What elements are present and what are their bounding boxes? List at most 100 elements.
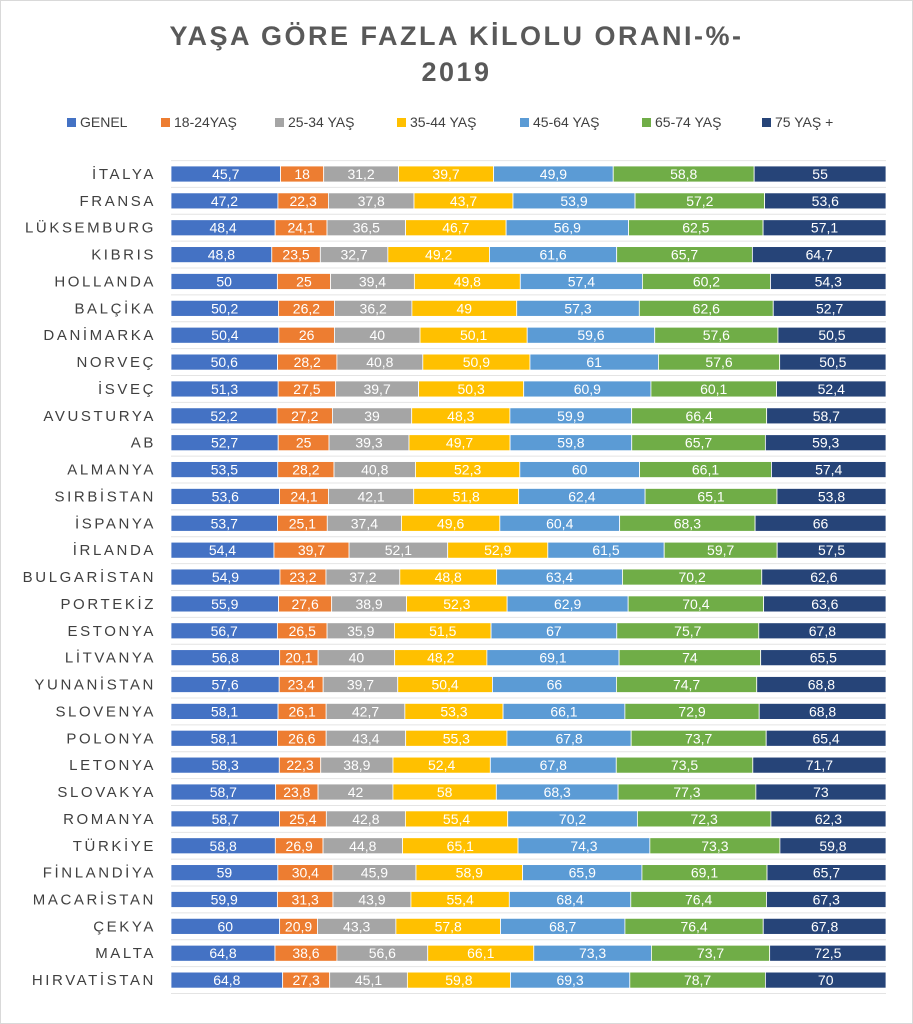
data-label: 57,6 [705, 354, 732, 370]
data-label: 40,8 [366, 354, 393, 370]
data-label: 57,3 [564, 300, 591, 316]
data-label: 65,1 [447, 838, 474, 854]
data-label: 53,6 [212, 488, 239, 504]
data-label: 58 [437, 784, 453, 800]
data-label: 72,9 [678, 703, 705, 719]
data-label: 25 [296, 273, 312, 289]
category-label: ALMANYA [67, 462, 156, 479]
legend-item-5: 65-74 YAŞ [642, 111, 721, 133]
data-label: 58,7 [210, 784, 237, 800]
data-label: 63,6 [811, 596, 838, 612]
data-label: 53,8 [818, 488, 845, 504]
data-label: 38,6 [292, 945, 319, 961]
data-label: 43,4 [352, 730, 379, 746]
data-label: 55,4 [443, 811, 470, 827]
category-label: KIBRIS [91, 247, 156, 264]
data-label: 23,4 [288, 677, 315, 693]
data-label: 59,3 [812, 435, 839, 451]
category-label: İRLANDA [73, 541, 156, 559]
data-label: 26 [299, 327, 315, 343]
category-label: AVUSTURYA [43, 408, 156, 425]
data-label: 43,7 [450, 193, 477, 209]
data-label: 60,1 [700, 381, 727, 397]
data-label: 49 [457, 300, 473, 316]
category-label: PORTEKİZ [60, 595, 156, 613]
data-label: 74,7 [673, 677, 700, 693]
data-label: 26,6 [288, 730, 315, 746]
legend-swatch [161, 117, 170, 127]
data-label: 65,7 [685, 435, 712, 451]
legend-swatch [397, 117, 406, 127]
bar-segment [753, 165, 887, 183]
data-label: 74,3 [570, 838, 597, 854]
data-label: 70,4 [682, 596, 709, 612]
data-label: 30,4 [292, 865, 319, 881]
data-label: 58,8 [210, 838, 237, 854]
data-label: 56,6 [369, 945, 396, 961]
bar-segment [756, 676, 887, 693]
data-label: 58,7 [813, 408, 840, 424]
legend-swatch [67, 117, 76, 127]
data-label: 50 [216, 273, 232, 289]
bar-segment [776, 488, 887, 505]
category-label: LİTVANYA [65, 649, 156, 667]
data-label: 66,1 [550, 703, 577, 719]
data-label: 68,8 [808, 677, 835, 693]
data-label: 47,2 [211, 193, 238, 209]
data-label: 39,3 [355, 435, 382, 451]
data-label: 73 [813, 784, 829, 800]
data-label: 50,3 [458, 381, 485, 397]
bar-segment [777, 326, 887, 344]
legend-swatch [520, 117, 529, 127]
bar-segment [776, 380, 887, 398]
legend-label: 18-24YAŞ [174, 114, 237, 130]
bar-segment [751, 246, 887, 264]
data-label: 24,1 [290, 488, 317, 504]
bar-segment [769, 944, 887, 962]
data-label: 60,2 [693, 273, 720, 289]
category-label: SLOVENYA [55, 703, 156, 720]
category-label: MALTA [95, 945, 156, 962]
data-label: 57,5 [818, 542, 845, 558]
data-label: 32,7 [340, 247, 367, 263]
data-label: 48,8 [208, 247, 235, 263]
bar-segment [762, 219, 887, 237]
data-label: 26,5 [289, 623, 316, 639]
legend-swatch [762, 117, 771, 127]
data-label: 39,7 [298, 542, 325, 558]
bar-segment [776, 541, 887, 559]
data-label: 67,8 [811, 918, 838, 934]
data-label: 42 [348, 784, 364, 800]
data-label: 20,1 [285, 650, 312, 666]
category-label: ROMANYA [63, 811, 156, 828]
data-label: 24,1 [287, 220, 314, 236]
data-label: 52,7 [211, 435, 238, 451]
data-label: 61,5 [592, 542, 619, 558]
data-label: 25,1 [289, 515, 316, 531]
data-label: 53,9 [560, 193, 587, 209]
bar-segment [758, 622, 887, 640]
data-label: 76,4 [680, 918, 707, 934]
data-label: 52,1 [385, 542, 412, 558]
data-label: 71,7 [806, 757, 833, 773]
data-label: 40 [369, 327, 385, 343]
legend-label: 75 YAŞ + [775, 114, 834, 130]
data-label: 59,8 [445, 972, 472, 988]
data-label: 38,9 [355, 596, 382, 612]
data-label: 49,6 [437, 515, 464, 531]
data-label: 22,3 [290, 193, 317, 209]
data-label: 67,3 [813, 891, 840, 907]
data-label: 65,5 [810, 650, 837, 666]
data-label: 58,3 [212, 757, 239, 773]
data-label: 18 [294, 166, 310, 182]
bar-segment [763, 595, 887, 613]
bar-segment [764, 192, 887, 210]
data-label: 31,3 [292, 891, 319, 907]
data-label: 37,4 [351, 515, 378, 531]
data-label: 53,3 [440, 703, 467, 719]
data-label: 62,5 [682, 220, 709, 236]
data-label: 68,4 [556, 891, 583, 907]
data-label: 48,4 [209, 220, 236, 236]
chart-title: YAŞA GÖRE FAZLA KİLOLU ORANI-%- 2019 [0, 18, 913, 90]
data-label: 65,4 [812, 730, 839, 746]
